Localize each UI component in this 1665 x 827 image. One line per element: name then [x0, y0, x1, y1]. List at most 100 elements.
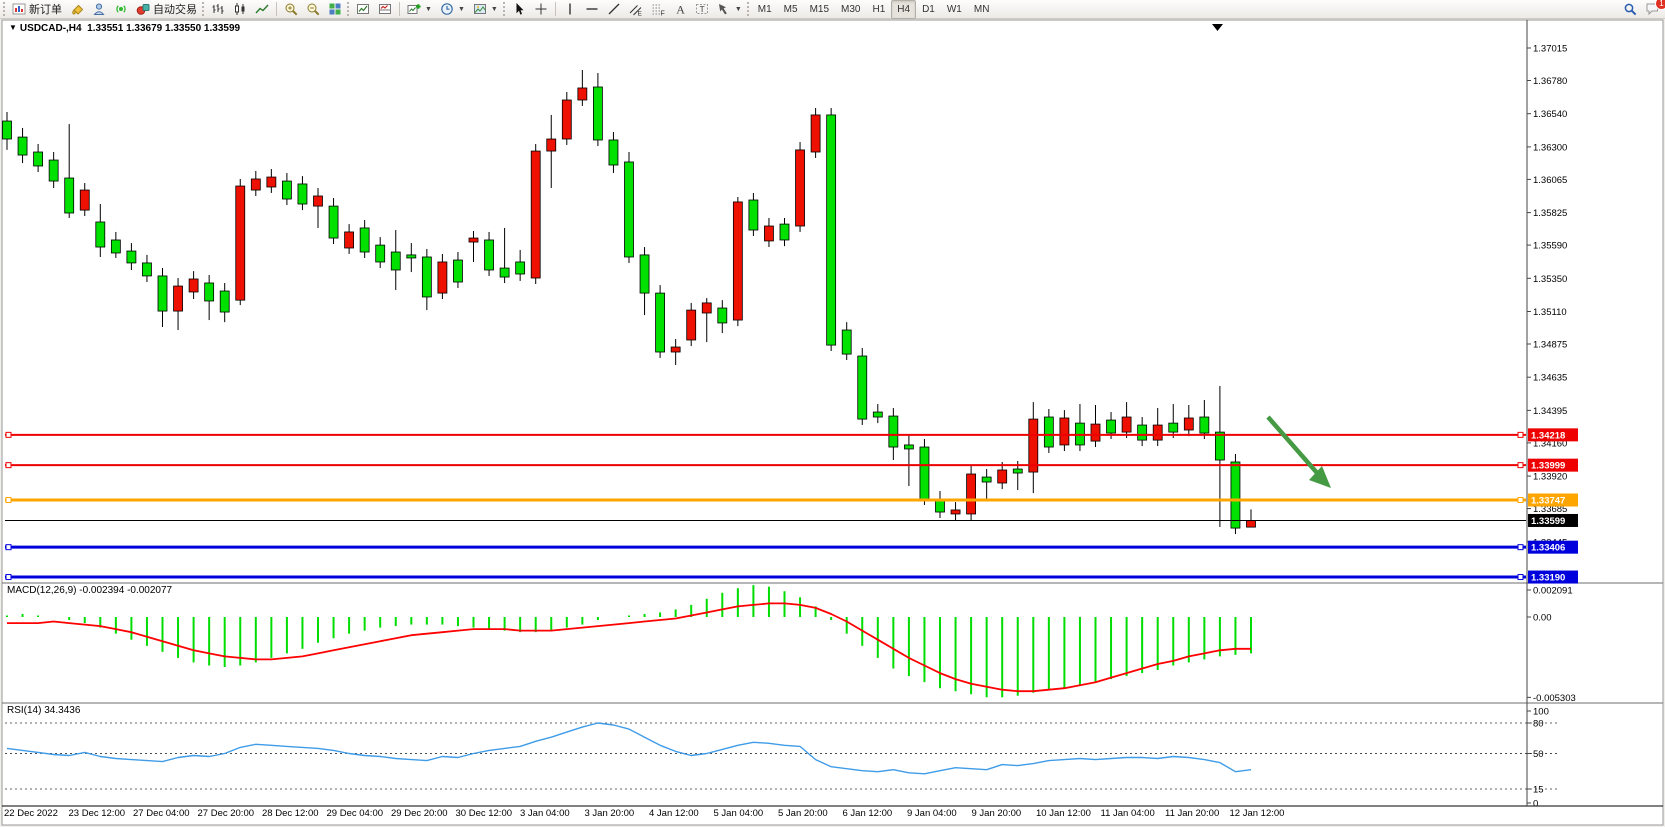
- line-anchor[interactable]: [1517, 544, 1524, 551]
- fibo-icon: F: [652, 4, 665, 17]
- indicator-list-button[interactable]: [352, 0, 374, 19]
- line-chart-button[interactable]: [251, 0, 273, 19]
- timeframe-button-m30[interactable]: M30: [841, 3, 861, 15]
- time-axis-label: 30 Dec 12:00: [456, 808, 513, 819]
- candle-body: [810, 114, 821, 153]
- crosshair-button[interactable]: [530, 0, 552, 19]
- candle-body: [204, 282, 215, 302]
- new-order-button[interactable]: 新订单: [8, 0, 66, 19]
- add-indicator-icon: [407, 4, 421, 14]
- label-button[interactable]: T: [691, 0, 713, 19]
- rsi-tick-label: 50: [1533, 749, 1544, 760]
- clock-icon: [441, 3, 453, 15]
- candle-body: [624, 161, 634, 258]
- timeframe-button-m5[interactable]: M5: [783, 3, 798, 15]
- timeframe-button-h4[interactable]: H4: [891, 0, 917, 19]
- fibo-button[interactable]: F: [647, 0, 669, 19]
- zoom-out-button[interactable]: [302, 0, 324, 19]
- time-axis-label: 27 Dec 04:00: [133, 808, 190, 819]
- period-button[interactable]: ▼: [436, 0, 469, 19]
- toolbar-grip: [202, 2, 204, 16]
- time-axis-label: 11 Jan 04:00: [1101, 808, 1155, 819]
- line-anchor[interactable]: [5, 431, 12, 438]
- candle-chart-button[interactable]: [229, 0, 251, 19]
- candle-body: [748, 199, 759, 231]
- rsi-tick-label: 100: [1533, 707, 1549, 718]
- time-axis-label: 3 Jan 20:00: [585, 808, 635, 819]
- price-tick-label: 1.36540: [1533, 109, 1567, 120]
- channel-button[interactable]: E: [625, 0, 647, 19]
- candle-body: [950, 509, 961, 515]
- trend-arrow-annotation[interactable]: [1266, 415, 1320, 476]
- price-tick-label: 1.36065: [1533, 175, 1567, 186]
- candle-body: [79, 189, 90, 211]
- timeframe-button-w1[interactable]: W1: [946, 3, 962, 15]
- candle-body: [1230, 461, 1241, 529]
- notifications-button[interactable]: 1: [1641, 0, 1665, 19]
- price-tick-label: 1.33685: [1533, 504, 1567, 515]
- candles-icon: [235, 3, 245, 15]
- timeframe-button-d1[interactable]: D1: [922, 3, 935, 15]
- macd-signal-value: -0.002077: [127, 585, 173, 596]
- price-tick-label: 1.34395: [1533, 406, 1567, 417]
- template-button[interactable]: ▼: [469, 0, 502, 19]
- candle-body: [313, 195, 323, 207]
- candle-body: [157, 275, 168, 312]
- line-anchor[interactable]: [5, 462, 12, 469]
- line-anchor[interactable]: [5, 544, 12, 551]
- candle-body: [468, 237, 479, 243]
- timeframe-button-m15[interactable]: M15: [809, 3, 830, 15]
- price-line-label-text: 1.33190: [1531, 573, 1565, 584]
- cursor-button[interactable]: [508, 0, 530, 19]
- profile-button[interactable]: [88, 0, 110, 19]
- candles-layer: [2, 69, 1256, 535]
- candle-body: [2, 120, 12, 140]
- chevron-down-icon: ▼: [457, 5, 465, 13]
- candle-body: [406, 254, 417, 259]
- candle-body: [593, 86, 603, 141]
- line-anchor[interactable]: [1517, 431, 1524, 438]
- hline-button[interactable]: [581, 0, 603, 19]
- svg-text:F: F: [660, 11, 664, 17]
- candle-body: [1246, 520, 1256, 528]
- time-axis-label: 28 Dec 12:00: [262, 808, 319, 819]
- trendline-button[interactable]: [603, 0, 625, 19]
- bars-icon: [212, 4, 224, 14]
- line-anchor[interactable]: [5, 574, 12, 581]
- price-tick-label: 1.35590: [1533, 241, 1567, 252]
- line-anchor[interactable]: [1517, 462, 1524, 469]
- timeframe-button-h1[interactable]: H1: [872, 3, 886, 15]
- toolbar-separator: [554, 2, 556, 16]
- rsi-line: [6, 722, 1252, 775]
- line-anchor[interactable]: [1517, 497, 1524, 504]
- candle-body: [888, 415, 899, 448]
- zoom-in-button[interactable]: [280, 0, 302, 19]
- macd-name: MACD(12,26,9): [7, 585, 77, 596]
- line-anchor[interactable]: [1517, 574, 1524, 581]
- chart-collapse-icon[interactable]: ▼: [9, 23, 17, 32]
- timeframe-button-mn[interactable]: MN: [973, 3, 990, 15]
- styles-button[interactable]: [66, 0, 88, 19]
- price-tick-label: 1.34160: [1533, 438, 1567, 449]
- time-axis-label: 22 Dec 2022: [4, 808, 58, 819]
- search-button[interactable]: [1619, 0, 1641, 19]
- add-indicator-button[interactable]: ▼: [403, 0, 436, 19]
- candle-body: [1090, 423, 1101, 442]
- price-line-label: [1528, 513, 1578, 527]
- shapes-button[interactable]: ▼: [713, 0, 746, 19]
- bar-chart-button[interactable]: [207, 0, 229, 19]
- timeframe-button-m1[interactable]: M1: [757, 3, 772, 15]
- text-button[interactable]: A: [669, 0, 691, 19]
- price-tick-label: 1.36780: [1533, 76, 1567, 87]
- autotrading-button[interactable]: 自动交易: [132, 0, 201, 19]
- indicator-subwindow-button[interactable]: [374, 0, 396, 19]
- channel-icon: E: [629, 5, 642, 17]
- price-tick-label: 1.35350: [1533, 274, 1567, 285]
- svg-text:E: E: [637, 11, 642, 17]
- line-anchor[interactable]: [5, 497, 12, 504]
- candle-body: [1012, 468, 1023, 474]
- signals-button[interactable]: [110, 0, 132, 19]
- vline-button[interactable]: [559, 0, 581, 19]
- tile-windows-button[interactable]: [324, 0, 346, 19]
- chart-shift-marker-icon[interactable]: [1212, 24, 1223, 31]
